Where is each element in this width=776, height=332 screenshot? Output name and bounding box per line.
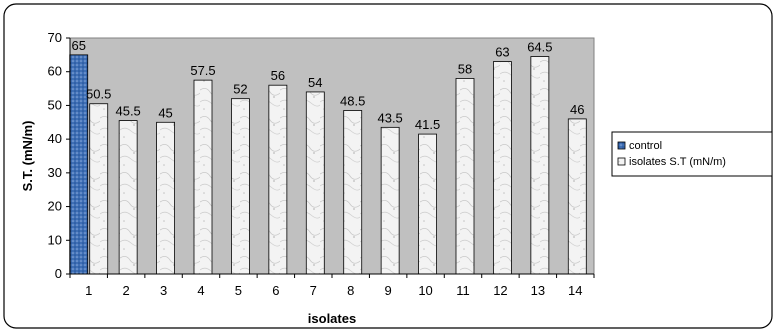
bar-isolate [380, 126, 400, 275]
data-label: 48.5 [340, 93, 365, 108]
y-axis-title: S.T. (mN/m) [20, 121, 35, 192]
legend-label-isolates: isolates S.T (mN/m) [629, 156, 726, 168]
y-tick-label: 50 [48, 97, 62, 112]
bar-isolate [530, 56, 550, 275]
x-axis-title: isolates [308, 311, 356, 326]
legend-label-control: control [629, 140, 662, 152]
x-tick-label: 5 [235, 283, 242, 298]
x-tick-label: 12 [493, 283, 507, 298]
x-tick-label: 7 [310, 283, 317, 298]
bar-isolate [268, 84, 288, 275]
x-tick-label: 10 [418, 283, 432, 298]
data-label: 41.5 [415, 117, 440, 132]
data-label: 52 [233, 82, 247, 97]
y-tick-label: 40 [48, 131, 62, 146]
x-tick-label: 2 [123, 283, 130, 298]
bar-isolate [193, 79, 213, 275]
bar-isolate [305, 91, 325, 275]
x-tick-label: 11 [456, 283, 470, 298]
y-tick-label: 70 [48, 30, 62, 45]
y-tick-label: 0 [55, 266, 62, 281]
plot-area [69, 37, 595, 275]
data-label: 64.5 [527, 40, 552, 55]
bar-isolate [343, 110, 363, 275]
legend-box [611, 131, 773, 177]
bar-control [69, 54, 89, 275]
x-tick-label: 8 [347, 283, 354, 298]
data-label: 50.5 [86, 87, 111, 102]
data-label: 43.5 [377, 110, 402, 125]
bar-isolate [118, 120, 138, 275]
data-label: 45.5 [115, 104, 140, 119]
data-label: 58 [458, 61, 472, 76]
data-label: 65 [71, 38, 85, 53]
x-tick-label: 4 [197, 283, 204, 298]
data-label: 54 [308, 75, 322, 90]
bar-isolate [493, 61, 512, 275]
y-tick-label: 10 [48, 232, 62, 247]
x-tick-label: 13 [531, 283, 545, 298]
legend-swatch-isolates [617, 157, 626, 166]
data-label: 56 [271, 68, 285, 83]
bar-isolate [89, 103, 109, 275]
bar-isolate [455, 78, 475, 275]
x-tick-label: 1 [85, 283, 92, 298]
bar-isolate [567, 118, 587, 275]
data-label: 45 [158, 105, 172, 120]
x-tick-label: 14 [568, 283, 582, 298]
y-tick-label: 30 [48, 165, 62, 180]
x-tick-label: 3 [160, 283, 167, 298]
data-label: 63 [495, 45, 509, 60]
y-tick-label: 20 [48, 199, 62, 214]
y-tick-label: 60 [48, 64, 62, 79]
legend-swatch-control [617, 141, 626, 150]
legend: control isolates S.T (mN/m) [611, 131, 773, 177]
data-label: 57.5 [190, 63, 215, 78]
x-tick-label: 9 [385, 283, 392, 298]
bar-isolate [231, 98, 250, 275]
data-label: 46 [570, 102, 584, 117]
bar-isolate [156, 121, 175, 275]
x-tick-label: 6 [272, 283, 279, 298]
bar-isolate [418, 133, 437, 275]
